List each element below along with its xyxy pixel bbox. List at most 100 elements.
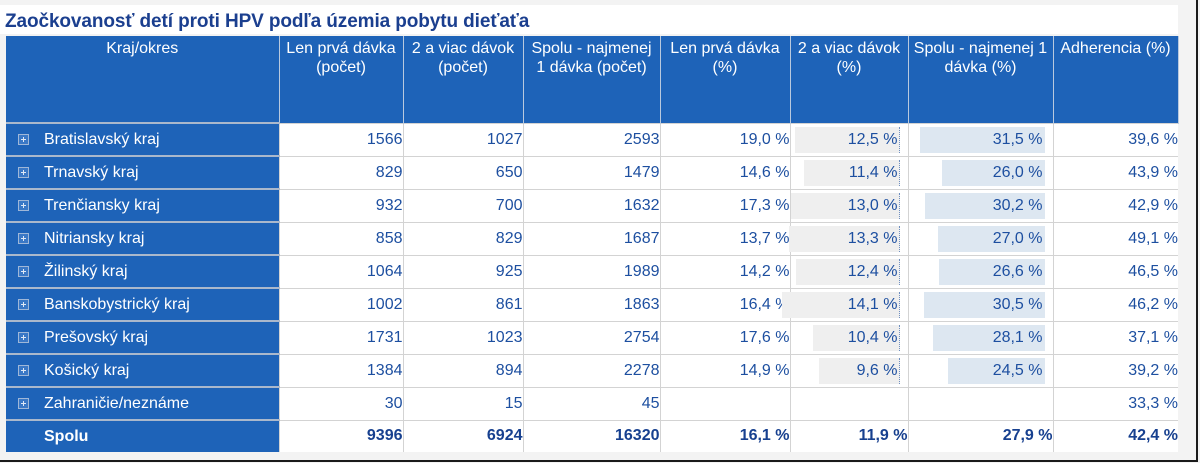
two-plus-count-cell: 861 [402, 287, 523, 321]
expand-plus-icon[interactable] [18, 134, 29, 145]
two-plus-pct-bar [788, 225, 900, 252]
total-pct-value: 31,5 % [992, 130, 1043, 148]
adherence-cell: 46,2 % [1052, 287, 1178, 321]
two-plus-pct-cell [789, 386, 908, 420]
total-count-cell: 45 [522, 386, 660, 420]
region-label: Banskobystrický kraj [44, 295, 190, 313]
region-label: Trnavský kraj [44, 163, 139, 181]
two-plus-pct-bar [790, 192, 900, 219]
expand-plus-icon[interactable] [18, 200, 29, 211]
total-count-cell: 1479 [522, 155, 660, 189]
two-plus-pct-cell: 14,1 % [781, 287, 908, 321]
region-label: Žilinský kraj [44, 262, 128, 280]
region-cell[interactable]: Banskobystrický kraj [6, 287, 279, 321]
total-count-cell: 2754 [522, 320, 660, 354]
total-pct-value: 26,6 % [992, 262, 1043, 280]
first-dose-pct-cell: 17,6 % [659, 320, 790, 354]
first-dose-count-cell: 829 [278, 155, 403, 189]
vaccination-table: Kraj/okres Len prvá dávka (počet) 2 a vi… [6, 36, 1179, 452]
two-plus-pct-bar [803, 159, 900, 186]
total-pct-value: 24,5 % [992, 361, 1043, 379]
first-dose-pct-cell [659, 386, 790, 420]
region-label: Nitriansky kraj [44, 229, 145, 247]
two-plus-count-cell: 925 [402, 254, 523, 288]
two-plus-pct-bar [781, 291, 900, 318]
two-plus-count-cell: 700 [402, 188, 523, 222]
first-dose-pct-cell: 17,3 % [659, 188, 790, 222]
two-plus-pct-value: 12,4 % [847, 262, 898, 280]
region-cell[interactable]: Žilinský kraj [6, 254, 279, 288]
column-header-two-plus-pct[interactable]: 2 a viac dávok (%) [789, 36, 909, 123]
total-pct-value: 28,1 % [992, 328, 1043, 346]
first-dose-count-cell: 1566 [278, 122, 403, 156]
table-row: Žilinský kraj 1064 925 1989 14,2 % 12,4 % 26,6… [6, 254, 1178, 288]
column-header-adherence[interactable]: Adherencia (%) [1052, 36, 1179, 123]
first-dose-pct-cell: 19,0 % [659, 122, 790, 156]
two-plus-pct-bar [812, 324, 900, 351]
column-header-total-pct[interactable]: Spolu - najmenej 1 dávka (%) [907, 36, 1054, 123]
column-header-first-dose-count[interactable]: Len prvá dávka (počet) [278, 36, 404, 123]
two-plus-count-cell: 1023 [402, 320, 523, 354]
region-label: Prešovský kraj [44, 328, 149, 346]
region-cell[interactable]: Prešovský kraj [6, 320, 279, 354]
expand-plus-icon[interactable] [18, 365, 29, 376]
first-dose-pct-cell: 14,6 % [659, 155, 790, 189]
total-count-cell: 1632 [522, 188, 660, 222]
total-two-plus-pct: 11,9 % [789, 419, 908, 452]
total-pct-bar [932, 324, 1045, 351]
total-count-cell: 2593 [522, 122, 660, 156]
first-dose-count-cell: 1384 [278, 353, 403, 387]
region-cell[interactable]: Trnavský kraj [6, 155, 279, 189]
title-bar: Zaočkovanosť detí proti HPV podľa územia… [0, 5, 1178, 34]
column-header-region[interactable]: Kraj/okres [6, 36, 280, 123]
total-pct-cell: 30,5 % [907, 287, 1053, 321]
first-dose-count-cell: 932 [278, 188, 403, 222]
expand-plus-icon[interactable] [18, 167, 29, 178]
total-pct-value: 30,5 % [992, 295, 1043, 313]
first-dose-count-cell: 1002 [278, 287, 403, 321]
total-pct-bar [947, 357, 1045, 384]
adherence-cell: 46,5 % [1052, 254, 1178, 288]
two-plus-pct-value: 13,0 % [847, 196, 898, 214]
two-plus-pct-value: 10,4 % [847, 328, 898, 346]
adherence-cell: 43,9 % [1052, 155, 1178, 189]
two-plus-count-cell: 15 [402, 386, 523, 420]
two-plus-pct-cell: 9,6 % [789, 353, 908, 387]
total-pct-cell: 30,2 % [907, 188, 1053, 222]
total-pct-cell: 26,0 % [907, 155, 1053, 189]
two-plus-pct-value: 9,6 % [856, 361, 898, 379]
two-plus-count-cell: 829 [402, 221, 523, 255]
total-count-cell: 1687 [522, 221, 660, 255]
region-label: Zahraničie/neznáme [44, 394, 189, 412]
first-dose-count-cell: 1731 [278, 320, 403, 354]
adherence-cell: 39,6 % [1052, 122, 1178, 156]
expand-plus-icon[interactable] [18, 398, 29, 409]
region-cell[interactable]: Košický kraj [6, 353, 279, 387]
column-header-first-dose-pct[interactable]: Len prvá dávka (%) [659, 36, 791, 123]
region-cell[interactable]: Nitriansky kraj [6, 221, 279, 255]
table-row: Trnavský kraj 829 650 1479 14,6 % 11,4 % 26,0 … [6, 155, 1178, 189]
table-row: Trenčiansky kraj 932 700 1632 17,3 % 13,0 % 30… [6, 188, 1178, 222]
total-pct-value: 30,2 % [992, 196, 1043, 214]
two-plus-pct-value: 14,1 % [847, 295, 898, 313]
expand-plus-icon[interactable] [18, 266, 29, 277]
expand-plus-icon[interactable] [18, 299, 29, 310]
total-pct-value: 27,0 % [992, 229, 1043, 247]
region-cell[interactable]: Zahraničie/neznáme [6, 386, 279, 420]
first-dose-pct-cell: 14,9 % [659, 353, 790, 387]
column-header-two-plus-count[interactable]: 2 a viac dávok (počet) [402, 36, 524, 123]
expand-plus-icon[interactable] [18, 233, 29, 244]
region-cell[interactable]: Trenčiansky kraj [6, 188, 279, 222]
table-row: Nitriansky kraj 858 829 1687 13,7 % 13,3 % 27,… [6, 221, 1178, 255]
total-pct-cell: 24,5 % [907, 353, 1053, 387]
total-first-dose-pct: 16,1 % [659, 419, 790, 452]
expand-plus-icon[interactable] [18, 332, 29, 343]
total-pct-cell [907, 386, 1053, 420]
two-plus-pct-value: 12,5 % [847, 130, 898, 148]
column-header-total-count[interactable]: Spolu - najmenej 1 dávka (počet) [522, 36, 661, 123]
total-total-pct: 27,9 % [907, 419, 1053, 452]
two-plus-pct-bar [794, 126, 900, 153]
region-label: Bratislavský kraj [44, 130, 160, 148]
total-adherence: 42,4 % [1052, 419, 1178, 452]
region-cell[interactable]: Bratislavský kraj [6, 122, 279, 156]
